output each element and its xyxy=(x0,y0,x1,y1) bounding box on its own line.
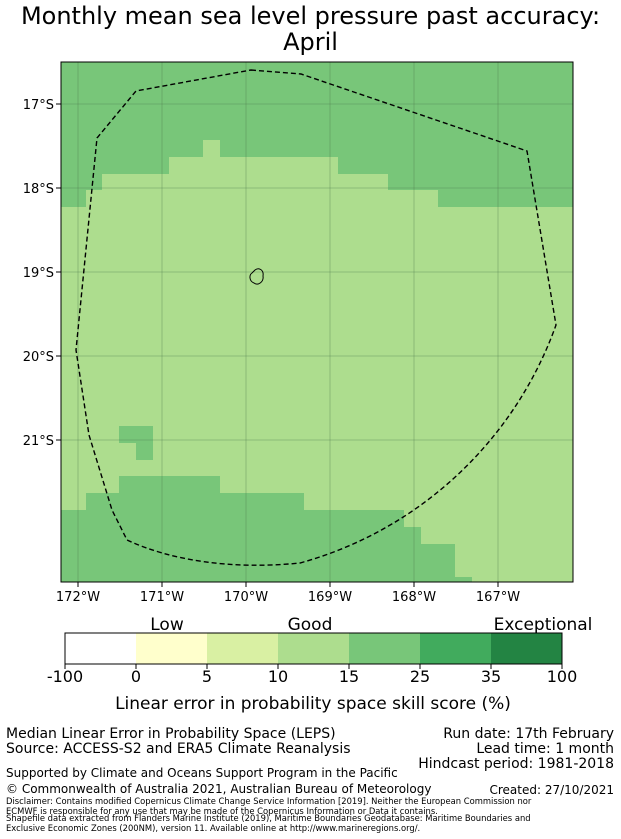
footer-disclaimer-line1: Disclaimer: Contains modified Copernicus… xyxy=(6,796,532,806)
colorbar-segment-6 xyxy=(491,633,562,664)
colorbar-tick-label-7: 100 xyxy=(547,667,578,686)
skill-map: 17°S 18°S 19°S 20°S 21°S 172°W 171°W 170… xyxy=(23,61,593,714)
lon-axis: 172°W 171°W 170°W 169°W 168°W 167°W xyxy=(56,582,520,605)
map-panel xyxy=(60,61,574,583)
lon-label-168W: 168°W xyxy=(392,590,436,605)
lat-label-19S: 19°S xyxy=(23,266,54,281)
colorbar-segment-5 xyxy=(420,633,491,664)
chart-title: Monthly mean sea level pressure past acc… xyxy=(20,2,601,30)
lat-label-21S: 21°S xyxy=(23,434,54,449)
skill-region-south xyxy=(61,476,472,582)
footer-support: Supported by Climate and Oceans Support … xyxy=(6,766,398,780)
island-outline-icon xyxy=(249,268,264,285)
footer-created: Created: 27/10/2021 xyxy=(489,783,614,797)
footer-shapefile-line2: Exclusive Economic Zones (200NM), versio… xyxy=(6,823,421,833)
footer-shapefile-line1: Shapefile data extracted from Flanders M… xyxy=(6,813,531,823)
colorbar-tick-label-6: 35 xyxy=(481,667,501,686)
colorbar: Low Good Exceptional -100 0 5 10 15 25 xyxy=(47,615,593,714)
colorbar-tick-label-0: -100 xyxy=(47,667,83,686)
colorbar-category-low: Low xyxy=(150,615,184,635)
colorbar-segment-4 xyxy=(349,633,420,664)
lon-label-169W: 169°W xyxy=(308,590,352,605)
footer-disclaimer-line2: ECMWF is responsible for any use that ma… xyxy=(6,806,438,816)
footer-hindcast: Hindcast period: 1981-2018 xyxy=(418,756,614,772)
lat-label-17S: 17°S xyxy=(23,98,54,113)
colorbar-frame xyxy=(64,632,563,665)
footer-copyright: © Commonwealth of Australia 2021, Austra… xyxy=(6,782,432,796)
colorbar-segment-0 xyxy=(65,633,136,664)
colorbar-category-good: Good xyxy=(288,615,333,635)
footer-lead-time: Lead time: 1 month xyxy=(476,741,614,757)
colorbar-tick-label-5: 25 xyxy=(410,667,430,686)
lon-label-170W: 170°W xyxy=(224,590,268,605)
footer-metric: Median Linear Error in Probability Space… xyxy=(6,726,336,742)
lon-label-171W: 171°W xyxy=(140,590,184,605)
colorbar-segment-3 xyxy=(278,633,349,664)
colorbar-tick-label-2: 5 xyxy=(202,667,212,686)
map-frame xyxy=(60,61,574,583)
colorbar-tick-label-3: 10 xyxy=(268,667,288,686)
eez-boundary xyxy=(75,69,557,566)
lat-axis: 17°S 18°S 19°S 20°S 21°S xyxy=(23,98,61,449)
colorbar-segment-1 xyxy=(136,633,207,664)
lat-label-20S: 20°S xyxy=(23,350,54,365)
skill-region-north xyxy=(61,62,573,207)
lon-label-167W: 167°W xyxy=(476,590,520,605)
colorbar-axis-label: Linear error in probability space skill … xyxy=(115,694,511,714)
colorbar-category-exceptional: Exceptional xyxy=(494,615,593,635)
map-gridlines xyxy=(61,62,573,582)
colorbar-segment-2 xyxy=(207,633,278,664)
chart-subtitle-month: April xyxy=(283,28,338,56)
footer-source: Source: ACCESS-S2 and ERA5 Climate Reana… xyxy=(6,741,351,757)
footer-run-date: Run date: 17th February xyxy=(443,726,614,742)
lat-label-18S: 18°S xyxy=(23,182,54,197)
lon-label-172W: 172°W xyxy=(56,590,100,605)
colorbar-tick-label-1: 0 xyxy=(131,667,141,686)
colorbar-tick-label-4: 15 xyxy=(339,667,359,686)
skill-region-patch xyxy=(119,426,153,460)
